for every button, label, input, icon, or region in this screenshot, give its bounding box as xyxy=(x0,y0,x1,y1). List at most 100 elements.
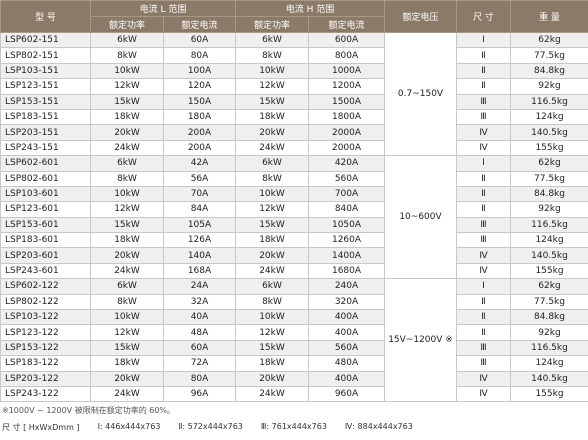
table-cell: 200A xyxy=(163,124,236,141)
table-cell: 140.5kg xyxy=(510,124,588,141)
table-cell: 480A xyxy=(308,355,385,372)
table-cell: Ⅰ xyxy=(456,155,511,172)
header-cell: 额定功率 xyxy=(235,16,309,33)
model-cell: LSP203-151 xyxy=(0,124,91,141)
model-cell: LSP602-122 xyxy=(0,278,91,295)
table-cell: 48A xyxy=(163,324,236,341)
table-cell: 240A xyxy=(308,278,385,295)
table-cell: Ⅳ xyxy=(456,370,511,387)
table-cell: 12kW xyxy=(235,201,309,218)
table-cell: 18kW xyxy=(90,232,164,249)
table-cell: 18kW xyxy=(235,355,309,372)
model-cell: LSP153-601 xyxy=(0,216,91,234)
table-cell: 10kW xyxy=(90,62,164,80)
table-row: LSP183-601 18kW 126A 18kW 1260A Ⅲ 124kg xyxy=(0,232,588,249)
header-cell: 型 号 xyxy=(0,0,91,33)
table-cell: 6kW xyxy=(235,278,309,295)
table-cell: 420A xyxy=(308,155,385,172)
table-cell: 62kg xyxy=(510,31,588,49)
table-row: LSP123-151 12kW 120A 12kW 1200A Ⅱ 92kg xyxy=(0,78,588,95)
table-cell: 155kg xyxy=(510,385,588,403)
table-cell: 24kW xyxy=(90,262,164,280)
model-cell: LSP123-601 xyxy=(0,201,91,218)
table-row: LSP103-601 10kW 70A 10kW 700A Ⅱ 84.8kg xyxy=(0,185,588,203)
table-cell: 140A xyxy=(163,247,236,264)
table-cell: 24kW xyxy=(90,139,164,157)
table-cell: 180A xyxy=(163,108,236,126)
table-cell: 92kg xyxy=(510,78,588,95)
table-cell: 12kW xyxy=(235,324,309,341)
table-cell: 1500A xyxy=(308,93,385,110)
table-cell: 18kW xyxy=(90,355,164,372)
table-row: LSP243-122 24kW 96A 24kW 960A Ⅳ 155kg xyxy=(0,385,588,403)
table-cell: Ⅱ xyxy=(456,185,511,203)
table-cell: Ⅱ xyxy=(456,62,511,80)
table-cell: 1200A xyxy=(308,78,385,95)
table-row: LSP802-122 8kW 32A 8kW 320A Ⅱ 77.5kg xyxy=(0,293,588,311)
table-cell: 960A xyxy=(308,385,385,403)
table-row: LSP153-122 15kW 60A 15kW 560A Ⅲ 116.5kg xyxy=(0,339,588,357)
table-cell: Ⅳ xyxy=(456,385,511,403)
table-cell: 560A xyxy=(308,170,385,187)
table-cell: 126A xyxy=(163,232,236,249)
table-cell: Ⅲ xyxy=(456,93,511,110)
table-cell: 77.5kg xyxy=(510,47,588,64)
table-cell: 8kW xyxy=(90,47,164,64)
table-cell: Ⅲ xyxy=(456,339,511,357)
table-row: LSP203-601 20kW 140A 20kW 1400A Ⅳ 140.5kg xyxy=(0,247,588,264)
table-row: LSP602-122 6kW 24A 6kW 240A 15V~1200V ※ Ⅰ 62kg xyxy=(0,278,588,403)
table-cell: 77.5kg xyxy=(510,170,588,187)
size-item: Ⅳ: 884x444x763 xyxy=(344,422,413,432)
table-cell: 700A xyxy=(308,185,385,203)
table-cell: 80A xyxy=(163,47,236,64)
table-cell: 6kW xyxy=(235,155,309,172)
header-cell: 尺 寸 xyxy=(456,0,511,33)
header-cell: 额定电流 xyxy=(163,16,236,33)
table-cell: 10kW xyxy=(235,309,309,326)
model-cell: LSP602-151 xyxy=(0,31,91,49)
table-cell: Ⅰ xyxy=(456,278,511,295)
table-cell: Ⅲ xyxy=(456,232,511,249)
table-cell: 42A xyxy=(163,155,236,172)
table-cell: Ⅱ xyxy=(456,78,511,95)
table-row: LSP602-601 6kW 42A 6kW 420A 10~600V Ⅰ 62kg xyxy=(0,155,588,280)
table-row: LSP183-122 18kW 72A 18kW 480A Ⅲ 124kg xyxy=(0,355,588,372)
table-cell: 24kW xyxy=(90,385,164,403)
table-cell: Ⅲ xyxy=(456,216,511,234)
header-cell: 额定功率 xyxy=(90,16,164,33)
table-row: LSP243-601 24kW 168A 24kW 1680A Ⅳ 155kg xyxy=(0,262,588,280)
table-cell: 560A xyxy=(308,339,385,357)
table-cell: 2000A xyxy=(308,124,385,141)
model-cell: LSP802-151 xyxy=(0,47,91,64)
model-cell: LSP103-122 xyxy=(0,309,91,326)
table-cell: 24kW xyxy=(235,262,309,280)
table-cell: 24kW xyxy=(235,139,309,157)
table-cell: 20kW xyxy=(235,124,309,141)
table-cell: Ⅱ xyxy=(456,324,511,341)
model-cell: LSP243-151 xyxy=(0,139,91,157)
table-cell: 8kW xyxy=(235,170,309,187)
table-cell: 15kW xyxy=(90,339,164,357)
table-cell: 400A xyxy=(308,309,385,326)
table-cell: 124kg xyxy=(510,232,588,249)
table-cell: 120A xyxy=(163,78,236,95)
spec-table: 型 号 电流 L 范围 电流 H 范围 额定电压 尺 寸 重 量 额定功率 额定… xyxy=(0,0,588,403)
table-cell: Ⅱ xyxy=(456,170,511,187)
table-cell: 105A xyxy=(163,216,236,234)
table-cell: 124kg xyxy=(510,108,588,126)
table-cell: 140.5kg xyxy=(510,247,588,264)
table-cell: 77.5kg xyxy=(510,293,588,311)
table-cell: 6kW xyxy=(90,278,164,295)
table-cell: 15kW xyxy=(90,216,164,234)
model-cell: LSP802-122 xyxy=(0,293,91,311)
model-cell: LSP243-601 xyxy=(0,262,91,280)
table-cell: 10kW xyxy=(235,185,309,203)
table-cell: Ⅳ xyxy=(456,124,511,141)
header-cell: 额定电压 xyxy=(384,0,457,33)
table-cell: 116.5kg xyxy=(510,93,588,110)
size-item: Ⅱ: 572x444x763 xyxy=(178,422,243,432)
model-cell: LSP153-122 xyxy=(0,339,91,357)
table-cell: 6kW xyxy=(90,31,164,49)
table-row: LSP123-601 12kW 84A 12kW 840A Ⅱ 92kg xyxy=(0,201,588,218)
table-cell: 1400A xyxy=(308,247,385,264)
